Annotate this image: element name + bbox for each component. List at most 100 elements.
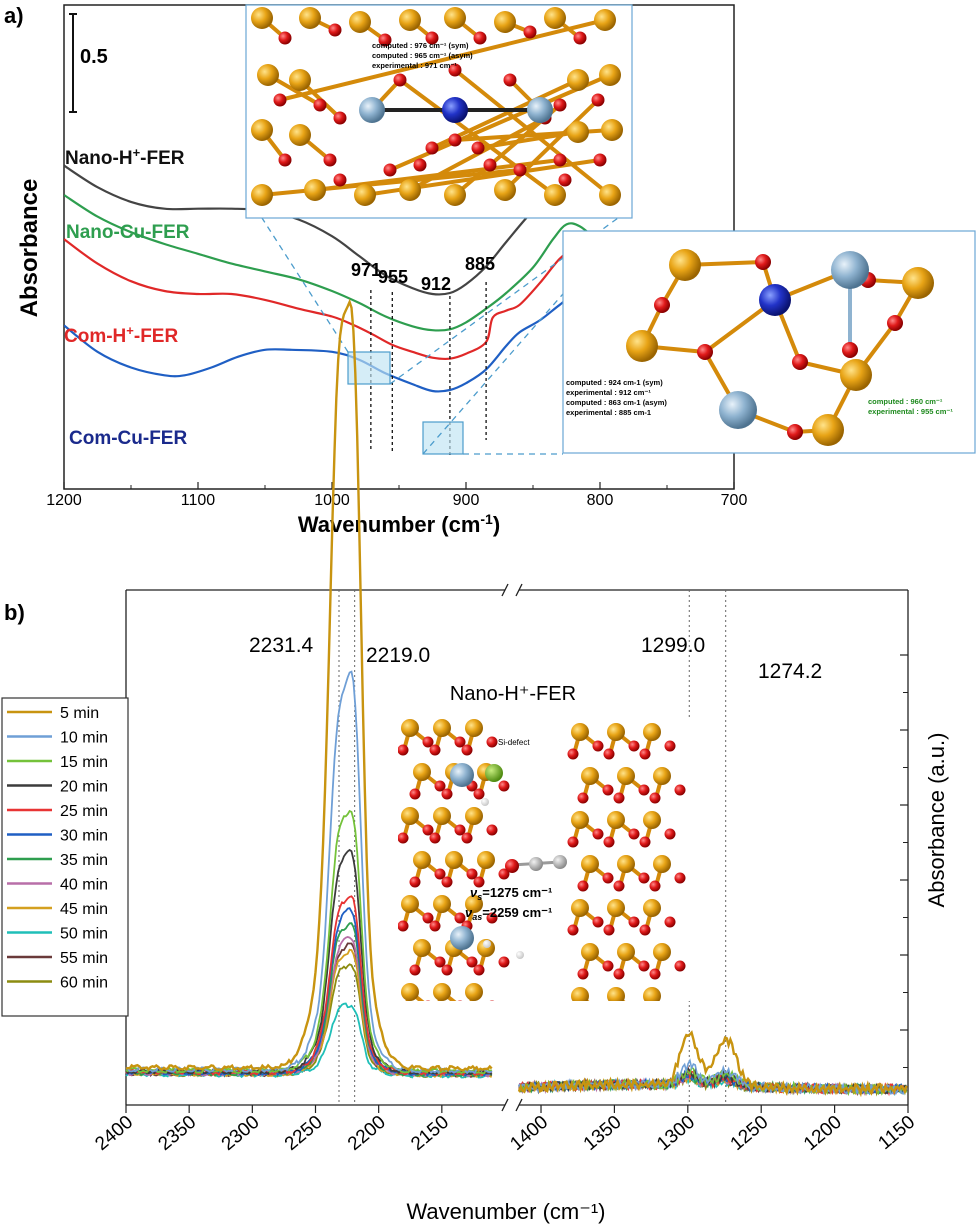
x-tick-label-1100: 1100 bbox=[181, 492, 216, 509]
atom bbox=[489, 1000, 495, 1001]
atom bbox=[349, 11, 371, 33]
peak-label-1299.0: 1299.0 bbox=[641, 634, 705, 657]
atom bbox=[465, 895, 483, 913]
atom bbox=[649, 792, 661, 804]
peak-label-971: 971 bbox=[351, 260, 381, 280]
inset-right-green-2: experimental : 955 cm⁻¹ bbox=[868, 407, 953, 416]
atom bbox=[567, 121, 589, 143]
atom bbox=[567, 836, 579, 848]
inset-b-defect-label: Si-defect bbox=[498, 738, 530, 747]
atom bbox=[653, 855, 671, 873]
series-line-0 bbox=[64, 145, 615, 296]
atom bbox=[617, 943, 635, 961]
legend-label-3: 20 min bbox=[60, 779, 108, 796]
atom bbox=[593, 1005, 604, 1016]
atom bbox=[486, 912, 498, 924]
panel-a-scale-bar: 0.5 bbox=[69, 13, 108, 113]
atom bbox=[473, 964, 485, 976]
atom bbox=[593, 153, 607, 167]
atom bbox=[409, 876, 421, 888]
atom bbox=[399, 179, 421, 201]
atom bbox=[628, 740, 640, 752]
legend-label-11: 60 min bbox=[60, 975, 108, 992]
atom bbox=[626, 330, 658, 362]
inset-top-line-1: computed : 976 cm⁻¹ (sym) bbox=[372, 41, 469, 50]
inset-right-green-1: computed : 960 cm⁻¹ bbox=[868, 397, 943, 406]
x-tick-label-1400: 1400 bbox=[506, 1112, 552, 1155]
atom bbox=[465, 719, 483, 737]
atom bbox=[251, 119, 273, 141]
atom bbox=[422, 736, 434, 748]
atom bbox=[278, 153, 292, 167]
atom bbox=[494, 179, 516, 201]
atom bbox=[887, 315, 903, 331]
atom bbox=[607, 899, 625, 917]
panel-b-x-ticks: 2400 2350 2300 2250 2200 2150 1400 1350 1300 1250… bbox=[91, 1105, 919, 1155]
legend-label-6: 35 min bbox=[60, 852, 108, 869]
atom bbox=[498, 956, 510, 968]
atom bbox=[787, 424, 803, 440]
panel-a-series bbox=[64, 145, 615, 393]
atom bbox=[413, 158, 427, 172]
panel-b-inset: Si-defect νs=1275 cm⁻¹ νas=2259 cm⁻¹ bbox=[398, 718, 693, 1024]
atom bbox=[571, 811, 589, 829]
atom bbox=[454, 912, 466, 924]
atom bbox=[603, 836, 615, 848]
zoom-box-912 bbox=[422, 421, 464, 455]
atom bbox=[567, 924, 579, 936]
atom bbox=[473, 31, 487, 45]
atom bbox=[613, 792, 625, 804]
atom bbox=[413, 763, 431, 781]
atom bbox=[516, 951, 524, 959]
atom bbox=[638, 784, 650, 796]
series-label-3: Com-Cu-FER bbox=[69, 428, 187, 449]
bond bbox=[453, 68, 612, 197]
atom bbox=[697, 344, 713, 360]
atom bbox=[333, 111, 347, 125]
atom bbox=[477, 851, 495, 869]
atom bbox=[257, 64, 279, 86]
atom bbox=[422, 824, 434, 836]
atom bbox=[613, 880, 625, 892]
atom bbox=[643, 899, 661, 917]
atom bbox=[639, 836, 651, 848]
x-tick-label-1200: 1200 bbox=[46, 492, 82, 509]
atom bbox=[498, 780, 510, 792]
atom bbox=[398, 832, 409, 844]
atom bbox=[755, 254, 771, 270]
atom bbox=[571, 987, 589, 1001]
atom bbox=[553, 98, 567, 112]
atom bbox=[425, 31, 439, 45]
legend-label-10: 55 min bbox=[60, 950, 108, 967]
atom bbox=[299, 7, 321, 29]
atom bbox=[401, 719, 419, 737]
x-tick-label-2250: 2250 bbox=[281, 1112, 327, 1155]
atom bbox=[304, 179, 326, 201]
atom bbox=[607, 723, 625, 741]
atom bbox=[759, 284, 791, 316]
series-line-3 bbox=[64, 294, 614, 393]
atom bbox=[629, 1005, 640, 1016]
atom bbox=[486, 736, 498, 748]
atom bbox=[425, 141, 439, 155]
inset-right-line-4: experimental : 885 cm-1 bbox=[566, 408, 651, 417]
atom bbox=[581, 943, 599, 961]
atom bbox=[577, 968, 589, 980]
atom bbox=[465, 983, 483, 1001]
atom bbox=[383, 163, 397, 177]
atom bbox=[571, 899, 589, 917]
atom bbox=[462, 1009, 473, 1020]
x-tick-label-800: 800 bbox=[587, 492, 614, 509]
atom bbox=[653, 943, 671, 961]
inset-top-line-2: computed : 965 cm⁻¹ (asym) bbox=[372, 51, 473, 60]
atom bbox=[640, 1013, 651, 1024]
atom bbox=[664, 828, 676, 840]
panel-a-inset-top: computed : 976 cm⁻¹ (sym) computed : 965… bbox=[245, 4, 633, 219]
atom bbox=[592, 740, 604, 752]
atom bbox=[603, 924, 615, 936]
atom bbox=[273, 93, 287, 107]
atom bbox=[413, 939, 431, 957]
scale-bar-label: 0.5 bbox=[80, 46, 108, 68]
legend-label-7: 40 min bbox=[60, 877, 108, 894]
panel-b-legend: 5 min 10 min 15 min 20 min 25 min 30 min 35 mi… bbox=[1, 697, 129, 1017]
